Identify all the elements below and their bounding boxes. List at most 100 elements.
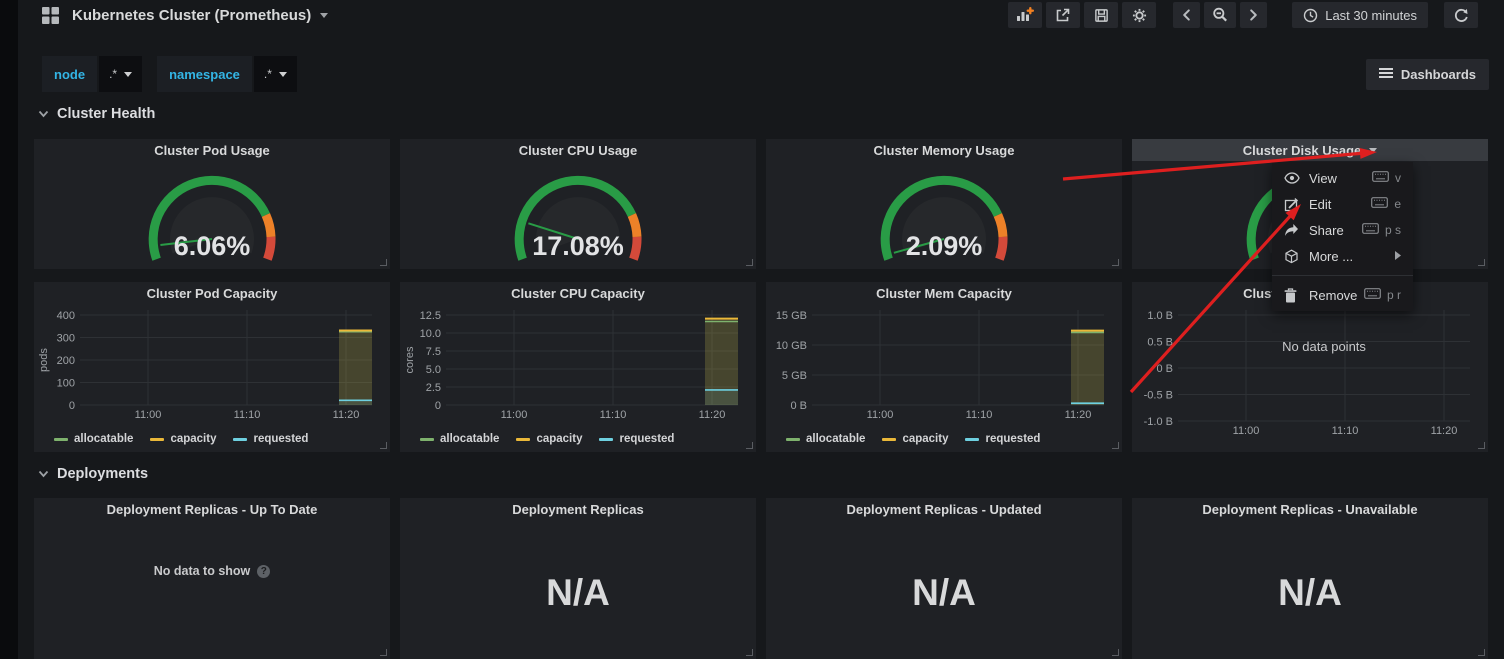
panel-resize-handle[interactable] — [380, 442, 387, 449]
legend-item-allocatable[interactable]: allocatable — [786, 433, 865, 445]
menu-item-share[interactable]: Share p s — [1272, 217, 1413, 243]
section-deployments[interactable]: Deployments — [38, 466, 148, 482]
trash-icon — [1284, 287, 1300, 303]
panel-resize-handle[interactable] — [1478, 259, 1485, 266]
section-title: Cluster Health — [57, 106, 156, 122]
gauge: 6.06% — [148, 175, 276, 261]
gauge-needle — [160, 238, 213, 246]
allocatable-fill — [705, 321, 738, 405]
panel-title[interactable]: Deployment Replicas - Up To Date — [106, 502, 318, 517]
timeseries-chart: 0 B 5 GB 10 GB 15 GB 11:00 11:10 11:20 — [776, 310, 1104, 421]
add-panel-button[interactable] — [1008, 2, 1043, 28]
x-tick-label: 11:10 — [600, 409, 627, 421]
x-tick-label: 11:00 — [135, 409, 162, 421]
y-tick-label: 12.5 — [420, 310, 441, 322]
time-back-button[interactable] — [1173, 2, 1201, 28]
panel-title[interactable]: Deployment Replicas — [512, 502, 644, 517]
deployment-panel: Deployment Replicas N/A — [400, 498, 756, 659]
panel-title[interactable]: Deployment Replicas - Updated — [846, 502, 1042, 517]
shortcut-keys: p r — [1386, 288, 1401, 302]
y-tick-label: 300 — [57, 333, 75, 345]
capacity-panel: Cluster Pod Capacity 0 100 200 300 400 11:00 11… — [34, 282, 390, 452]
legend-item-capacity[interactable]: capacity — [516, 433, 582, 445]
menu-item-edit[interactable]: Edit e — [1272, 191, 1413, 217]
variable-value-dropdown[interactable]: .* — [253, 56, 297, 92]
panel-title[interactable]: Cluster Pod Usage — [154, 143, 270, 158]
capacity-panel: Cluster Mem Capacity 0 B 5 GB 10 GB 15 GB 11:… — [766, 282, 1122, 452]
top-navbar: Kubernetes Cluster (Prometheus) Last 30 … — [18, 0, 1504, 30]
variable-value-dropdown[interactable]: .* — [99, 56, 143, 92]
panel-resize-handle[interactable] — [1478, 649, 1485, 656]
gauge-arc — [263, 236, 276, 261]
dashboard-grid-icon[interactable] — [42, 6, 59, 24]
legend-item-allocatable[interactable]: allocatable — [54, 433, 133, 445]
panel-title[interactable]: Cluster Pod Capacity — [146, 286, 278, 301]
panel-resize-handle[interactable] — [1112, 442, 1119, 449]
menu-item-more[interactable]: More ... — [1272, 243, 1413, 269]
section-cluster-health[interactable]: Cluster Health — [38, 106, 155, 122]
y-tick-label: -0.5 B — [1144, 390, 1173, 402]
dashboards-button[interactable]: Dashboards — [1365, 58, 1489, 90]
shortcut-keys: p s — [1384, 223, 1401, 237]
panel-resize-handle[interactable] — [1112, 259, 1119, 266]
panel-resize-handle[interactable] — [380, 649, 387, 656]
panel-title[interactable]: Cluster CPU Capacity — [511, 286, 645, 301]
share-dashboard-button[interactable] — [1046, 2, 1081, 28]
legend-label: capacity — [902, 433, 949, 445]
requested-fill — [339, 400, 372, 405]
panel-resize-handle[interactable] — [746, 442, 753, 449]
panel-resize-handle[interactable] — [380, 259, 387, 266]
panel-title[interactable]: Cluster Mem Capacity — [876, 286, 1012, 301]
chevron-down-icon[interactable] — [1369, 147, 1378, 153]
x-tick-label: 11:20 — [1431, 425, 1458, 437]
legend-swatch — [786, 437, 800, 441]
menu-item-remove[interactable]: Remove p r — [1272, 282, 1413, 308]
y-axis-label: cores — [404, 346, 416, 373]
keyboard-icon — [1364, 288, 1381, 302]
chevron-down-icon[interactable] — [320, 12, 329, 18]
legend-swatch — [233, 437, 248, 441]
keyboard-icon — [1371, 197, 1389, 211]
legend-item-capacity[interactable]: capacity — [882, 433, 948, 445]
time-forward-button[interactable] — [1240, 2, 1268, 28]
legend-item-requested[interactable]: requested — [599, 433, 674, 445]
variable-namespace[interactable]: namespace .* — [157, 56, 297, 92]
time-range-button[interactable]: Last 30 minutes — [1292, 2, 1428, 28]
settings-button[interactable] — [1122, 2, 1157, 28]
legend-item-capacity[interactable]: capacity — [150, 433, 216, 445]
submenu-arrow-icon — [1395, 247, 1401, 265]
zoom-out-button[interactable] — [1204, 2, 1237, 28]
y-tick-label: 5 GB — [782, 370, 807, 382]
section-title: Deployments — [57, 466, 149, 482]
dashboard-title[interactable]: Kubernetes Cluster (Prometheus) — [72, 6, 312, 24]
legend-label: allocatable — [806, 433, 866, 445]
y-tick-label: 10.0 — [420, 328, 441, 340]
save-dashboard-button[interactable] — [1084, 2, 1119, 28]
legend-item-requested[interactable]: requested — [965, 433, 1040, 445]
gauge-arc — [880, 175, 1002, 261]
legend-item-allocatable[interactable]: allocatable — [420, 433, 499, 445]
panel-title-menu-open[interactable]: Cluster Disk Usage — [1132, 139, 1488, 161]
chart-legend: allocatable capacity requested — [786, 433, 1040, 445]
panel-title[interactable]: Cluster Memory Usage — [873, 143, 1015, 158]
y-tick-label: 1.0 B — [1147, 310, 1173, 322]
panel-resize-handle[interactable] — [1478, 442, 1485, 449]
panel-resize-handle[interactable] — [746, 649, 753, 656]
x-tick-label: 11:20 — [333, 409, 360, 421]
x-tick-label: 11:10 — [966, 409, 993, 421]
gauge-arc — [993, 213, 1008, 238]
legend-label: capacity — [536, 433, 583, 445]
capacity-panels-row: Cluster Pod Capacity 0 100 200 300 400 11:00 11… — [34, 282, 1488, 452]
question-circle-icon[interactable]: ? — [257, 564, 271, 578]
gauge-arc — [629, 236, 642, 261]
panel-title[interactable]: Cluster CPU Usage — [518, 143, 638, 158]
x-tick-label: 11:20 — [1065, 409, 1092, 421]
panel-title[interactable]: Deployment Replicas - Unavailable — [1202, 502, 1418, 517]
refresh-button[interactable] — [1444, 2, 1478, 28]
legend-item-requested[interactable]: requested — [233, 433, 308, 445]
variable-node[interactable]: node .* — [42, 56, 143, 92]
panel-resize-handle[interactable] — [746, 259, 753, 266]
menu-item-view[interactable]: View v — [1272, 165, 1413, 191]
time-range-label: Last 30 minutes — [1325, 7, 1417, 23]
panel-resize-handle[interactable] — [1112, 649, 1119, 656]
